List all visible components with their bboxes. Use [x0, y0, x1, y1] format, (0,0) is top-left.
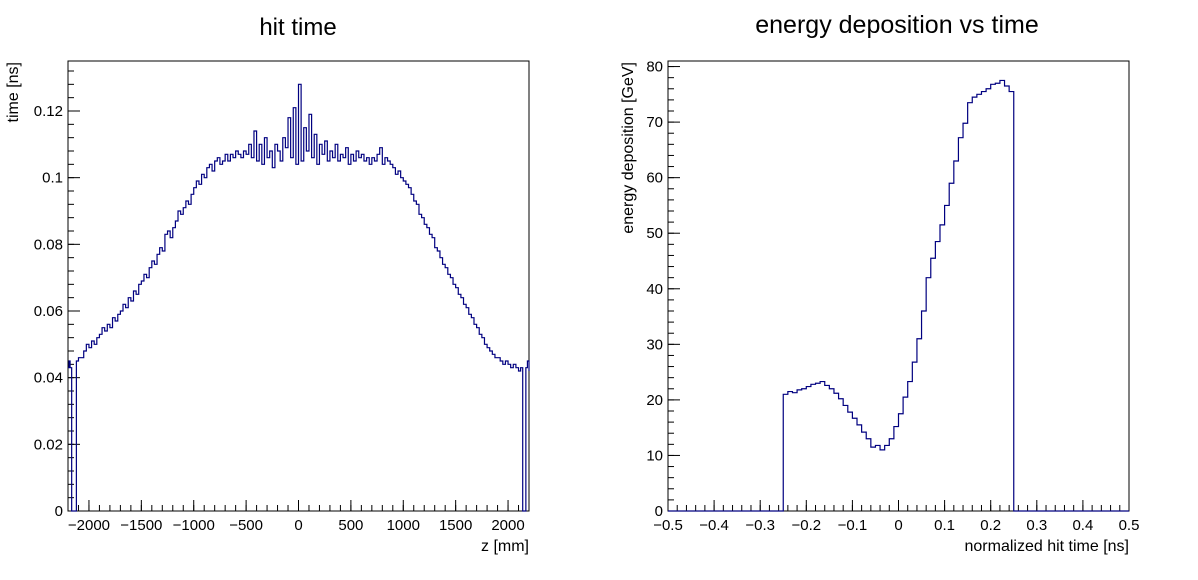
right-x-tick-label: −0.2 — [791, 517, 821, 534]
right-y-tick-label: 70 — [646, 114, 663, 131]
right-y-tick-label: 20 — [646, 392, 663, 409]
right-histogram: energy deposition vs time −0.5 −0.4 −0.3 −0… — [620, 11, 1139, 555]
left-x-tick-label: −1000 — [173, 517, 215, 534]
left-x-tick-label: −2000 — [68, 517, 110, 534]
right-y-tick-label: 50 — [646, 225, 663, 242]
left-x-tick-label: 500 — [338, 517, 363, 534]
left-histogram: hit time −2000 −1500 −1000 −500 0 500 1000 1500… — [5, 14, 530, 555]
right-x-axis-label: normalized hit time [ns] — [964, 538, 1129, 555]
left-x-axis-label: z [mm] — [481, 538, 529, 555]
left-y-tick-label: 0.12 — [34, 103, 63, 120]
left-y-axis: 0 0.02 0.04 0.06 0.08 0.1 0.12 — [34, 70, 80, 520]
right-x-tick-label: 0 — [894, 517, 902, 534]
right-y-tick-label: 40 — [646, 281, 663, 298]
right-x-tick-label: 0.5 — [1119, 517, 1140, 534]
left-y-tick-label: 0 — [55, 503, 63, 520]
left-x-tick-label: 1500 — [439, 517, 472, 534]
left-x-tick-label: −500 — [229, 517, 263, 534]
right-x-tick-label: −0.5 — [653, 517, 683, 534]
right-y-axis: 0 10 20 30 40 50 60 70 80 — [646, 59, 680, 520]
right-y-tick-label: 0 — [655, 503, 663, 520]
left-y-axis-label: time [ns] — [5, 62, 22, 122]
left-x-tick-label: 0 — [294, 517, 302, 534]
right-x-tick-label: 0.1 — [934, 517, 955, 534]
right-y-tick-label: 60 — [646, 170, 663, 187]
right-series-line — [668, 79, 1129, 512]
right-plot-frame — [667, 60, 1130, 512]
right-y-tick-label: 10 — [646, 447, 663, 464]
left-y-tick-label: 0.08 — [34, 236, 63, 253]
right-y-tick-label: 80 — [646, 59, 663, 76]
left-y-tick-label: 0.1 — [42, 170, 63, 187]
left-y-tick-label: 0.06 — [34, 303, 63, 320]
left-x-tick-label: −1500 — [120, 517, 162, 534]
left-x-tick-label: 2000 — [491, 517, 524, 534]
right-x-tick-label: −0.1 — [838, 517, 868, 534]
left-y-tick-label: 0.04 — [34, 370, 63, 387]
left-x-tick-label: 1000 — [387, 517, 420, 534]
right-x-tick-label: 0.4 — [1072, 517, 1093, 534]
right-x-tick-label: −0.4 — [699, 517, 729, 534]
right-chart-title: energy deposition vs time — [755, 11, 1038, 39]
right-x-tick-label: −0.3 — [745, 517, 775, 534]
right-x-axis: −0.5 −0.4 −0.3 −0.2 −0.1 0 0.1 0.2 0.3 0.4 0.5 — [653, 500, 1139, 534]
left-series-line — [68, 83, 530, 512]
right-y-tick-label: 30 — [646, 336, 663, 353]
left-x-axis: −2000 −1500 −1000 −500 0 500 1000 1500 2000 — [67, 500, 530, 534]
right-x-tick-label: 0.2 — [980, 517, 1001, 534]
left-chart-title: hit time — [259, 14, 336, 41]
right-y-axis-label: energy deposition [GeV] — [620, 62, 637, 234]
left-y-tick-label: 0.02 — [34, 436, 63, 453]
right-x-tick-label: 0.3 — [1026, 517, 1047, 534]
